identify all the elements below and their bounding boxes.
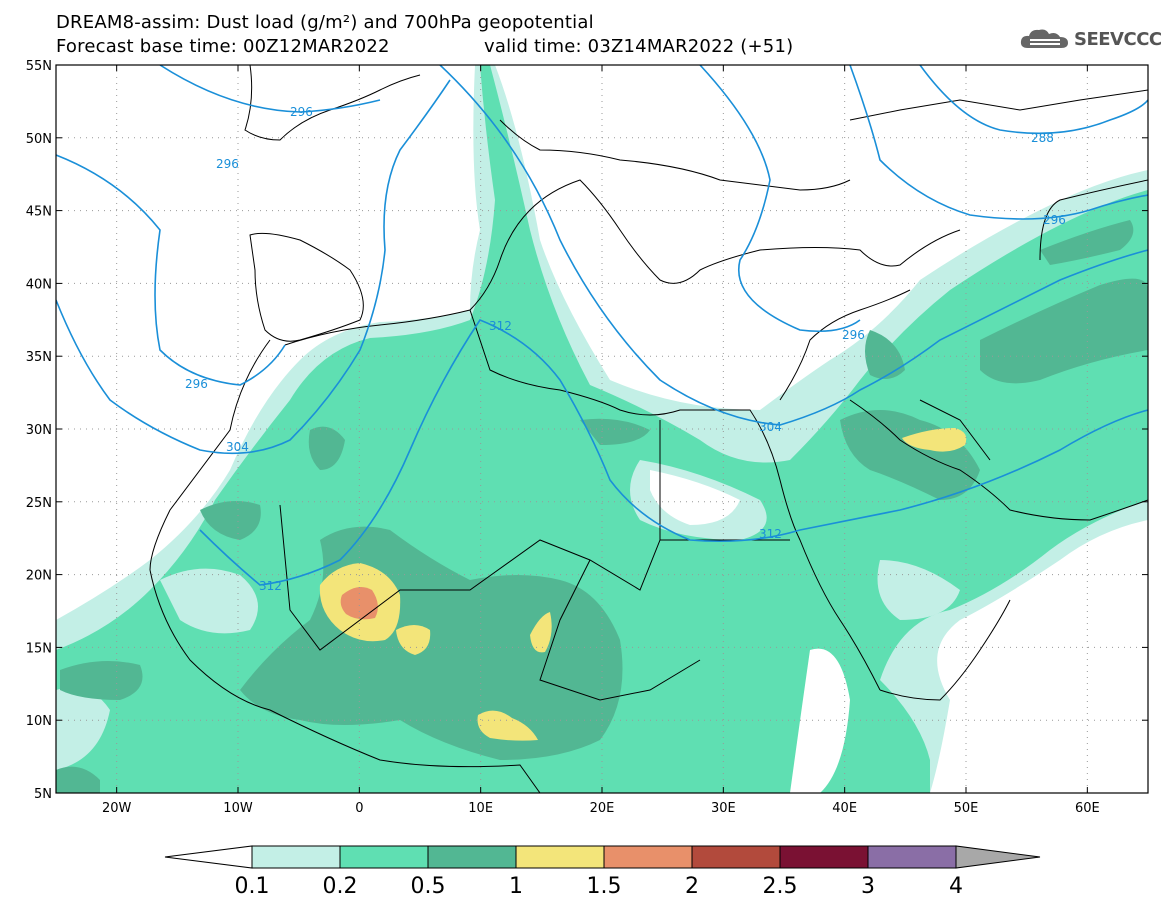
colorbar-swatch [427,845,517,869]
map-title: DREAM8-assim: Dust load (g/m²) and 700hP… [56,12,594,33]
colorbar-label: 1 [509,874,523,899]
contour-label: 288 [1031,131,1054,145]
colorbar-label: 1.5 [587,874,622,899]
lat-tick-label: 40N [26,277,52,292]
country-borders [149,65,1148,793]
lon-tick-label: 20E [590,801,615,816]
lat-tick-label: 5N [34,787,52,802]
colorbar-label: 2.5 [763,874,798,899]
colorbar-swatch [779,845,869,869]
colorbar-label: 0.5 [411,874,446,899]
lon-tick-label: 10W [223,801,253,816]
lon-tick-label: 60E [1075,801,1100,816]
contour-label: 304 [226,440,249,454]
lat-tick-label: 15N [26,641,52,656]
colorbar-swatch [515,845,605,869]
seevccc-logo: SEEVCCC [1018,26,1162,52]
contour-label: 304 [759,420,782,434]
contour-label: 296 [842,328,865,342]
contour-label: 312 [259,579,282,593]
lat-tick-label: 20N [26,569,52,584]
contour-label: 312 [759,527,782,541]
colorbar-swatch [867,845,957,869]
colorbar-swatch [339,845,429,869]
dust-level-1.5 [340,586,378,620]
map-axes: 20W 10W 0 10E 20E 30E 40E 50E 60E 55N 50N 45N 40N 35N… [26,59,1148,816]
colorbar-label: 0.2 [323,874,358,899]
contour-label: 296 [216,157,239,171]
lat-tick-label: 50N [26,132,52,147]
lon-tick-label: 20W [102,801,132,816]
contour-labels: 296 296 296 304 312 312 312 304 296 296 … [185,105,1066,593]
geopotential-contours [56,65,1148,586]
colorbar-under-arrow [164,845,253,869]
lon-tick-label: 30E [711,801,736,816]
base-time: Forecast base time: 00Z12MAR2022 [56,36,390,57]
lat-tick-label: 55N [26,59,52,74]
valid-time: valid time: 03Z14MAR2022 (+51) [484,36,794,57]
graticule [56,65,1148,793]
colorbar-swatch [603,845,693,869]
forecast-times: Forecast base time: 00Z12MAR2022 valid ti… [56,36,793,57]
lat-tick-label: 10N [26,714,52,729]
colorbar-swatch [251,845,341,869]
lat-tick-label: 45N [26,205,52,220]
contour-label: 296 [290,105,313,119]
colorbar-label: 3 [861,874,875,899]
colorbar: 0.1 0.2 0.5 1 1.5 2 2.5 3 4 [164,845,1041,899]
lon-tick-label: 50E [954,801,979,816]
colorbar-label: 4 [949,874,963,899]
lon-tick-label: 0 [355,801,363,816]
contour-label: 296 [1043,213,1066,227]
colorbar-over-arrow [955,845,1041,869]
lat-tick-label: 35N [26,350,52,365]
lon-tick-label: 40E [832,801,857,816]
lat-tick-label: 25N [26,496,52,511]
colorbar-label: 2 [685,874,699,899]
contour-label: 312 [489,319,512,333]
colorbar-label: 0.1 [235,874,270,899]
contour-label: 296 [185,377,208,391]
lat-tick-label: 30N [26,423,52,438]
colorbar-swatch [691,845,781,869]
lon-tick-label: 10E [468,801,493,816]
cloud-icon [1020,29,1068,48]
